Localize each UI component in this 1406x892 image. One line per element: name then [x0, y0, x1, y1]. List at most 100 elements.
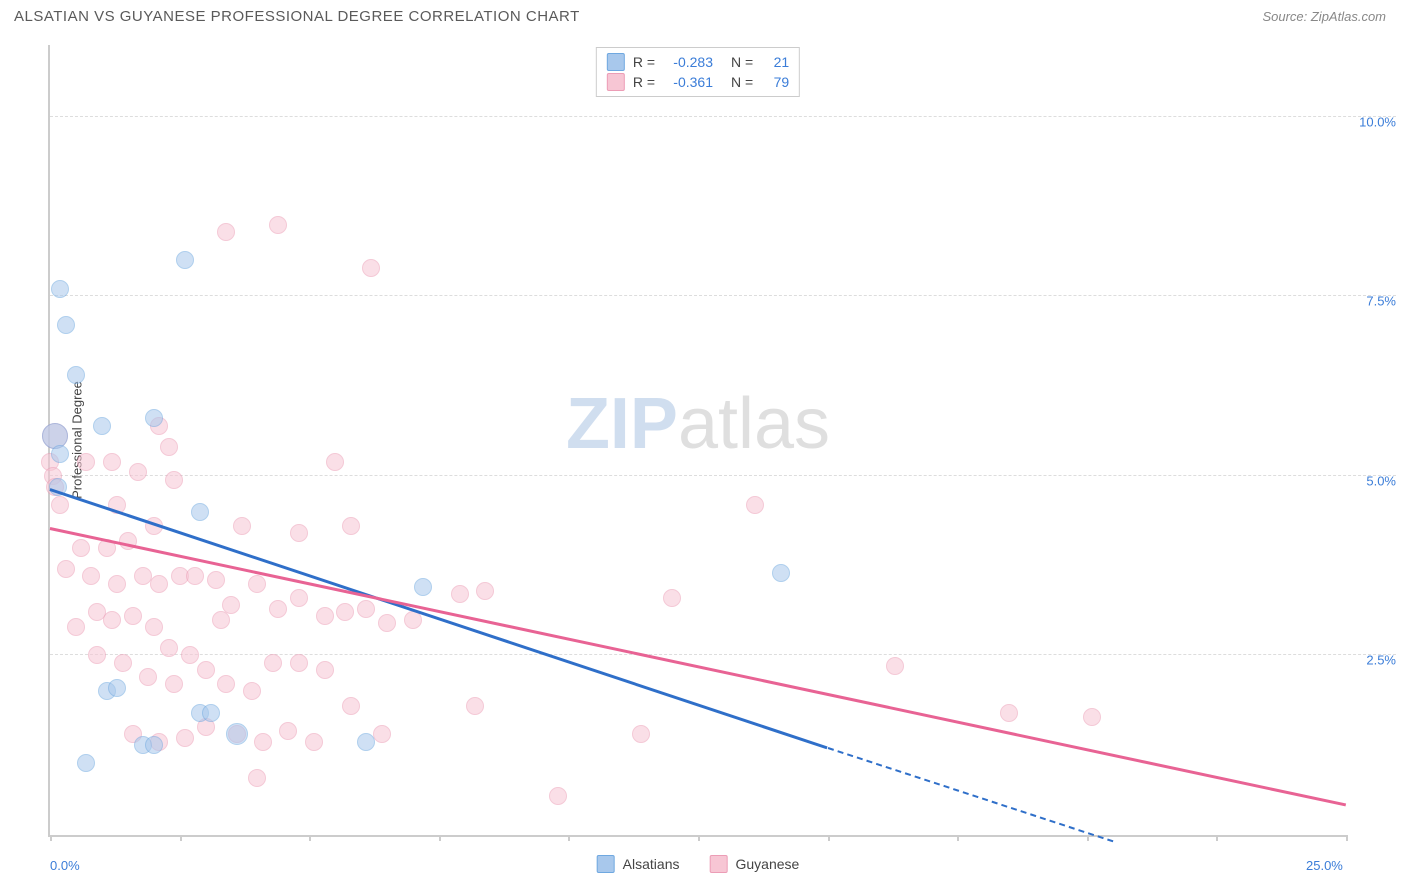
x-tick	[1346, 835, 1348, 841]
data-point	[191, 503, 209, 521]
y-tick-label: 2.5%	[1366, 653, 1396, 668]
data-point	[226, 723, 248, 745]
data-point	[632, 725, 650, 743]
data-point	[88, 646, 106, 664]
data-point	[103, 611, 121, 629]
gridline	[50, 475, 1396, 476]
data-point	[248, 575, 266, 593]
data-point	[114, 654, 132, 672]
data-point	[279, 722, 297, 740]
data-point	[108, 679, 126, 697]
data-point	[772, 564, 790, 582]
data-point	[197, 661, 215, 679]
y-tick-label: 10.0%	[1359, 114, 1396, 129]
correlation-legend: R =-0.283N =21R =-0.361N =79	[596, 47, 800, 97]
data-point	[217, 675, 235, 693]
data-point	[1000, 704, 1018, 722]
gridline	[50, 654, 1396, 655]
data-point	[150, 575, 168, 593]
data-point	[67, 618, 85, 636]
data-point	[269, 600, 287, 618]
x-tick	[439, 835, 441, 841]
watermark: ZIPatlas	[566, 383, 830, 465]
data-point	[145, 409, 163, 427]
x-tick	[957, 835, 959, 841]
data-point	[93, 417, 111, 435]
trend-line-extension	[827, 747, 1113, 842]
data-point	[342, 517, 360, 535]
legend-swatch	[709, 855, 727, 873]
x-tick-label: 25.0%	[1306, 858, 1343, 873]
data-point	[549, 787, 567, 805]
data-point	[108, 575, 126, 593]
data-point	[77, 453, 95, 471]
data-point	[233, 517, 251, 535]
data-point	[663, 589, 681, 607]
trend-line	[50, 527, 1347, 806]
data-point	[51, 280, 69, 298]
data-point	[466, 697, 484, 715]
legend-swatch	[607, 73, 625, 91]
data-point	[316, 661, 334, 679]
data-point	[160, 639, 178, 657]
data-point	[217, 223, 235, 241]
data-point	[207, 571, 225, 589]
data-point	[186, 567, 204, 585]
data-point	[264, 654, 282, 672]
data-point	[176, 729, 194, 747]
data-point	[414, 578, 432, 596]
data-point	[746, 496, 764, 514]
data-point	[181, 646, 199, 664]
data-point	[124, 607, 142, 625]
gridline	[50, 295, 1396, 296]
data-point	[176, 251, 194, 269]
data-point	[1083, 708, 1101, 726]
source-label: Source: ZipAtlas.com	[1262, 9, 1386, 24]
data-point	[290, 524, 308, 542]
data-point	[254, 733, 272, 751]
x-tick	[828, 835, 830, 841]
x-tick	[1216, 835, 1218, 841]
legend-swatch	[607, 53, 625, 71]
data-point	[165, 471, 183, 489]
data-point	[139, 668, 157, 686]
chart-plot-area: Professional Degree ZIPatlas R =-0.283N …	[48, 45, 1346, 837]
x-tick	[180, 835, 182, 841]
data-point	[342, 697, 360, 715]
data-point	[82, 567, 100, 585]
data-point	[326, 453, 344, 471]
legend-row: R =-0.361N =79	[607, 72, 789, 92]
data-point	[57, 560, 75, 578]
data-point	[202, 704, 220, 722]
data-point	[269, 216, 287, 234]
data-point	[243, 682, 261, 700]
data-point	[476, 582, 494, 600]
x-tick	[309, 835, 311, 841]
data-point	[336, 603, 354, 621]
x-tick	[698, 835, 700, 841]
data-point	[165, 675, 183, 693]
legend-item: Guyanese	[709, 855, 799, 873]
data-point	[145, 736, 163, 754]
trend-line	[50, 488, 828, 749]
y-tick-label: 7.5%	[1366, 294, 1396, 309]
series-legend: Alsatians Guyanese	[597, 855, 800, 873]
data-point	[886, 657, 904, 675]
legend-item: Alsatians	[597, 855, 680, 873]
chart-title: ALSATIAN VS GUYANESE PROFESSIONAL DEGREE…	[14, 8, 580, 25]
data-point	[57, 316, 75, 334]
x-tick	[1087, 835, 1089, 841]
legend-row: R =-0.283N =21	[607, 52, 789, 72]
data-point	[362, 259, 380, 277]
x-tick	[50, 835, 52, 841]
data-point	[290, 654, 308, 672]
data-point	[316, 607, 334, 625]
data-point	[67, 366, 85, 384]
data-point	[129, 463, 147, 481]
data-point	[305, 733, 323, 751]
data-point	[77, 754, 95, 772]
data-point	[72, 539, 90, 557]
data-point	[103, 453, 121, 471]
data-point	[357, 600, 375, 618]
y-tick-label: 5.0%	[1366, 473, 1396, 488]
